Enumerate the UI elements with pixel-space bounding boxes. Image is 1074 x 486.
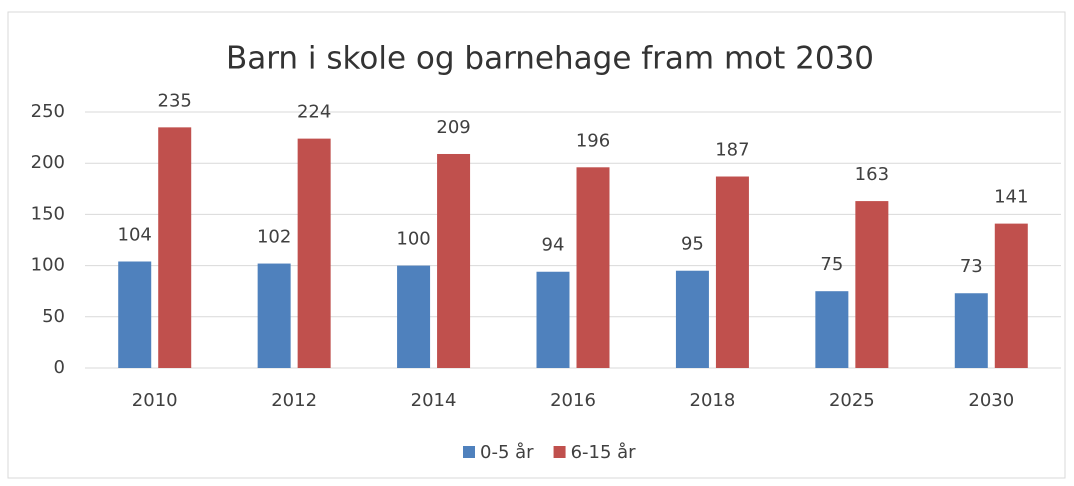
data-label: 209 [436, 117, 470, 138]
legend-label: 0-5 år [480, 442, 534, 463]
bar [954, 293, 988, 368]
data-label: 102 [257, 227, 291, 248]
bar [118, 261, 152, 368]
bar [437, 153, 471, 368]
x-tick-label: 2030 [968, 390, 1014, 411]
data-label: 224 [297, 102, 331, 123]
x-tick-label: 2010 [132, 390, 178, 411]
y-tick-label: 150 [31, 203, 65, 224]
legend-swatch [553, 446, 566, 458]
data-label: 196 [576, 130, 610, 151]
data-label: 163 [855, 164, 889, 185]
bar [158, 127, 192, 368]
data-label: 94 [542, 235, 565, 256]
data-label: 100 [396, 229, 430, 250]
data-label: 75 [820, 254, 843, 275]
x-tick-label: 2025 [829, 390, 875, 411]
bar [576, 167, 610, 368]
data-label: 141 [994, 187, 1028, 208]
bar [855, 201, 889, 368]
x-tick-label: 2012 [271, 390, 317, 411]
data-label: 95 [681, 234, 704, 255]
x-tick-label: 2014 [411, 390, 457, 411]
y-tick-label: 200 [31, 152, 65, 173]
legend-swatch [463, 446, 475, 458]
chart-title: Barn i skole og barnehage fram mot 2030 [226, 41, 874, 77]
y-tick-label: 250 [31, 101, 65, 122]
y-tick-label: 0 [54, 357, 65, 378]
y-tick-label: 50 [42, 306, 65, 327]
bar [675, 270, 709, 368]
x-tick-label: 2018 [690, 390, 736, 411]
data-label: 235 [158, 90, 192, 111]
bar [536, 271, 570, 368]
data-label: 73 [960, 256, 983, 277]
bar [994, 223, 1028, 368]
bar [257, 263, 291, 368]
x-tick-label: 2016 [550, 390, 596, 411]
bar [397, 265, 431, 368]
y-tick-label: 100 [31, 255, 65, 276]
bar [815, 291, 849, 368]
data-label: 187 [715, 140, 749, 161]
legend-label: 6-15 år [571, 442, 637, 463]
bar [297, 138, 331, 368]
bar [715, 176, 749, 368]
data-label: 104 [118, 225, 152, 246]
